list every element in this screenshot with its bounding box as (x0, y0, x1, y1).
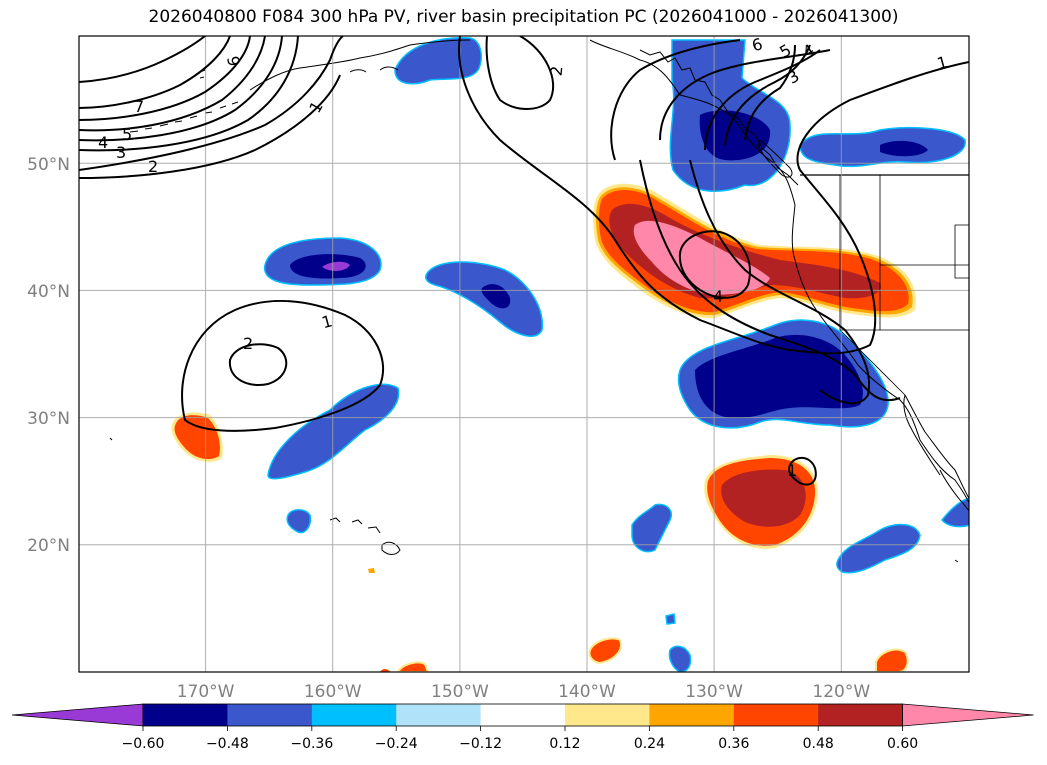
colorbar-segment (649, 704, 735, 726)
lon-tick-label: 130°W (685, 682, 743, 702)
colorbar-tick-label: −0.60 (122, 736, 165, 752)
lat-tick-label: 30°N (27, 409, 70, 429)
pc-anomaly-small-neg-south-b (665, 613, 676, 625)
colorbar-extend-min (11, 703, 144, 727)
pc-anomaly-california-offshore-core (695, 334, 863, 418)
colorbar-tick-label: −0.24 (375, 736, 418, 752)
pv-contour-4-east (704, 49, 821, 151)
coastline-baja (903, 394, 969, 500)
gridlines (79, 36, 969, 672)
lon-tick-label: 120°W (812, 682, 870, 702)
map-content: 1 2 1 2 2 3 4 5 7 9 4 3 5 4 6 1 1 (79, 34, 969, 672)
pv-label-1-sw: 1 (320, 311, 335, 332)
pv-label-6-ne: 6 (750, 34, 765, 55)
lat-tick-label: 50°N (27, 155, 70, 175)
lon-tick-label: 170°W (177, 682, 235, 702)
lat-tick-label: 20°N (27, 536, 70, 556)
coastline-vancouver-island (757, 139, 793, 178)
pc-anomaly-west-pos-red (174, 415, 220, 460)
chart-title: 2026040800 F084 300 hPa PV, river basin … (148, 7, 899, 27)
pv-contour-6-east (744, 44, 796, 141)
pc-anomaly-north-pacific-neg-b (425, 261, 543, 337)
colorbar-segment (311, 704, 397, 726)
colorbar-segment (396, 704, 482, 726)
lat-tick-labels: 20°N 30°N 40°N 50°N (27, 155, 70, 556)
pv-label-2-n: 2 (148, 157, 158, 176)
pv-label-4-nw: 4 (98, 133, 108, 152)
pv-label-1-ne: 1 (935, 52, 950, 73)
pc-anomaly-baja-neg (941, 497, 969, 528)
pv-label-9-nw: 9 (223, 55, 243, 68)
pv-contours (79, 36, 969, 486)
coastline-hawaii (329, 517, 401, 555)
colorbar-tick-label: 0.36 (718, 736, 749, 752)
pc-anomaly-atmospheric-river-pos-pink (633, 220, 770, 295)
pc-anomaly-small-pos-south-c (396, 661, 430, 672)
colorbar-tick-label: −0.12 (459, 736, 502, 752)
pv-contour-1-subtropical (788, 456, 817, 486)
pc-anomaly-hawaii-neg-a (286, 509, 312, 534)
pv-contour-high-nw (79, 36, 299, 152)
coastline-mexico (939, 469, 969, 512)
pc-anomaly-small-pos-west (368, 568, 375, 573)
pv-contour-2-southwest (228, 343, 288, 386)
pv-label-4-closed: 4 (713, 287, 723, 306)
map-frame (78, 35, 970, 673)
pv-label-2-sw: 2 (243, 334, 253, 353)
lon-tick-label: 140°W (558, 682, 616, 702)
pc-anomaly-east-neg-a (631, 503, 672, 553)
pv-contour-1-north (79, 36, 969, 355)
colorbar-tick-label: −0.36 (290, 736, 333, 752)
colorbar-segment (733, 704, 819, 726)
colorbar-segment (818, 704, 904, 726)
colorbar-outline (142, 703, 903, 727)
colorbar-segment (227, 704, 313, 726)
coastline-na-west (589, 39, 969, 504)
coastline-panhandle (639, 49, 799, 186)
pv-label-1-subtropical: 1 (787, 461, 797, 480)
pv-contour-2-north (79, 36, 555, 179)
pv-label-3-nw: 3 (116, 143, 126, 162)
colorbar-segment (143, 704, 228, 726)
pv-label-7-nw: 7 (134, 97, 144, 116)
colorbar-extend-max (902, 703, 1034, 727)
colorbar-tick-label: 0.12 (549, 736, 580, 752)
pc-anomaly-small-pos-south-d (380, 669, 390, 672)
pv-contour-4-closed (678, 230, 751, 299)
pv-contour-3-east (659, 49, 871, 405)
border-states (839, 175, 969, 396)
pc-anomaly-small-pos-south-a (588, 637, 622, 665)
pv-contour-5-east (724, 44, 811, 146)
pv-contour-1-southwest (181, 300, 385, 432)
lat-tick-label: 40°N (27, 282, 70, 302)
coastlines (109, 39, 969, 563)
lon-tick-label: 160°W (304, 682, 362, 702)
coastline-alaska (249, 39, 471, 91)
colorbar-tick-label: 0.48 (803, 736, 834, 752)
colorbar-segment (480, 704, 566, 726)
pc-anomaly-small-neg-south (668, 645, 692, 672)
pv-label-2-top: 2 (547, 65, 567, 77)
colorbar-tick-label: 0.60 (887, 736, 918, 752)
pv-contour-2-east (610, 39, 901, 402)
colorbar-tick-label: −0.48 (206, 736, 249, 752)
colorbar: −0.60 −0.48 −0.36 −0.24 −0.12 0.12 0.24 0.36 0.4… (11, 703, 1034, 752)
pc-anomaly-north-pacific-peak-a (322, 261, 350, 271)
colorbar-segment (565, 704, 650, 726)
colorbar-tick-label: 0.24 (634, 736, 665, 752)
lon-tick-label: 150°W (431, 682, 489, 702)
pc-anomaly-subtropical-pos-darkred (721, 469, 806, 527)
pc-anomaly-bc-interior-core (880, 140, 928, 157)
pv-label-5-nw: 5 (122, 125, 132, 144)
coastline-small-islands (109, 437, 959, 563)
pc-anomaly-east-neg-b (836, 523, 921, 574)
lon-tick-labels: 170°W 160°W 150°W 140°W 130°W 120°W (177, 682, 871, 702)
pc-anomaly-gulf-alaska-core (699, 110, 771, 161)
